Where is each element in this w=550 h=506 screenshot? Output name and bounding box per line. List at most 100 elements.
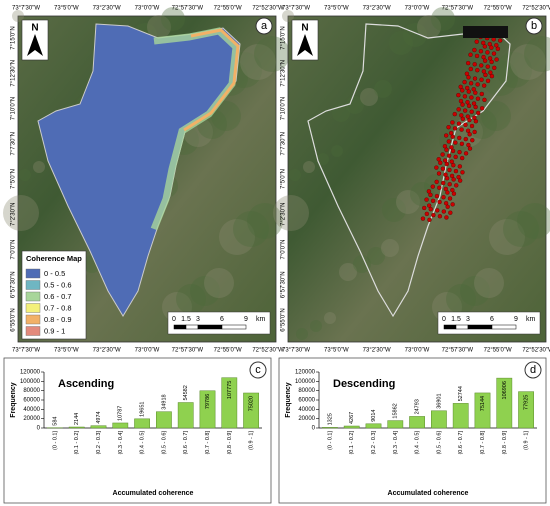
- lon-label: 73°7'30"W: [282, 6, 310, 12]
- deformation-cluster: [463, 26, 508, 38]
- deformation-point: [485, 50, 490, 55]
- value-label: 19651: [140, 402, 146, 417]
- value-label: 10787: [118, 406, 124, 421]
- lon-label: 72°52'30"W: [522, 348, 550, 354]
- deformation-point: [443, 172, 448, 177]
- legend-swatch: [25, 303, 41, 313]
- deformation-point: [466, 60, 471, 66]
- deformation-point: [465, 128, 471, 133]
- scale-segment: [185, 324, 199, 330]
- lat-label: 7°12'30"N: [11, 60, 17, 87]
- lon-label: 72°57'30"W: [172, 6, 204, 12]
- deformation-point: [498, 38, 503, 43]
- terrain: [19, 169, 31, 181]
- bar: [134, 418, 150, 429]
- terrain: [510, 44, 546, 80]
- deformation-point: [454, 183, 459, 188]
- scale-segment: [197, 324, 223, 330]
- terrain: [524, 36, 550, 72]
- deformation-point: [430, 198, 436, 203]
- deformation-point: [431, 212, 436, 218]
- lon-label: 73°7'30"W: [282, 348, 310, 354]
- y-tick-label: 80000: [23, 388, 40, 394]
- deformation-point: [481, 69, 487, 74]
- terrain: [417, 15, 441, 39]
- deformation-point: [441, 209, 446, 214]
- deformation-point: [494, 57, 499, 62]
- value-label: 2144: [74, 413, 80, 425]
- terrain: [254, 36, 290, 72]
- y-tick-label: 60000: [23, 398, 40, 404]
- terrain: [431, 7, 455, 31]
- lon-label: 73°0'0"W: [405, 6, 430, 12]
- deformation-point: [466, 89, 471, 94]
- deformation-point: [472, 76, 478, 81]
- deformation-point: [479, 106, 485, 111]
- value-label: 54582: [183, 385, 189, 400]
- panel-label: d: [530, 364, 536, 376]
- deformation-point: [451, 177, 456, 182]
- deformation-point: [458, 84, 463, 89]
- lon-label: 73°5'0"W: [54, 348, 79, 354]
- scale-label: 1.5: [451, 316, 461, 323]
- deformation-point: [434, 165, 439, 170]
- y-tick-label: 40000: [298, 407, 315, 413]
- deformation-point: [452, 111, 457, 117]
- deformation-point: [471, 101, 477, 106]
- deformation-point: [494, 43, 499, 48]
- deformation-point: [467, 117, 472, 123]
- value-label: 36901: [436, 393, 442, 408]
- lon-label: 72°55'0"W: [484, 348, 512, 354]
- terrain: [389, 31, 413, 55]
- deformation-point: [453, 154, 458, 160]
- terrain: [12, 10, 24, 22]
- deformation-point: [430, 184, 435, 189]
- deformation-point: [469, 123, 475, 129]
- deformation-point: [483, 72, 488, 78]
- legend-label: 0.7 - 0.8: [44, 303, 72, 312]
- x-tick-label: (0 - 0.1]: [52, 431, 58, 450]
- deformation-point: [492, 65, 497, 70]
- terrain: [460, 276, 490, 306]
- bar: [243, 392, 259, 429]
- deformation-point: [453, 168, 459, 174]
- scale-label: 6: [220, 316, 224, 323]
- chart-title: Ascending: [58, 378, 114, 390]
- deformation-point: [467, 132, 472, 137]
- x-tick-label: (0.6 - 0.7]: [183, 431, 189, 455]
- terrain: [374, 80, 392, 98]
- terrain: [353, 255, 371, 273]
- deformation-point: [460, 155, 465, 161]
- lat-label: 7°15'0"N: [11, 26, 17, 49]
- deformation-point: [466, 142, 471, 148]
- deformation-point: [475, 68, 480, 73]
- x-tick-label: (0.8 - 0.9]: [227, 431, 233, 455]
- lon-label: 73°2'30"W: [93, 6, 121, 12]
- deformation-point: [466, 103, 472, 108]
- terrain: [147, 15, 171, 39]
- deformation-point: [462, 94, 468, 99]
- scale-segment: [467, 324, 493, 330]
- terrain: [346, 96, 364, 114]
- terrain: [204, 268, 234, 298]
- deformation-point: [426, 189, 432, 194]
- deformation-point: [481, 83, 487, 88]
- deformation-point: [422, 205, 427, 211]
- legend-label: 0 - 0.5: [44, 269, 65, 278]
- lon-label: 73°5'0"W: [324, 348, 349, 354]
- deformation-point: [442, 144, 448, 149]
- deformation-point: [465, 100, 470, 105]
- terrain: [273, 195, 309, 231]
- deformation-point: [489, 73, 495, 79]
- lon-label: 72°57'30"W: [442, 6, 474, 12]
- north-label: N: [31, 23, 38, 34]
- scale-label: 9: [244, 316, 248, 323]
- y-tick-label: 20000: [23, 416, 40, 422]
- deformation-point: [471, 87, 476, 92]
- bar: [496, 377, 513, 429]
- deformation-point: [458, 98, 464, 104]
- deformation-point: [472, 47, 477, 53]
- lon-label: 73°2'30"W: [363, 6, 391, 12]
- lat-label: 7°15'0"N: [281, 26, 287, 49]
- terrain: [176, 284, 206, 314]
